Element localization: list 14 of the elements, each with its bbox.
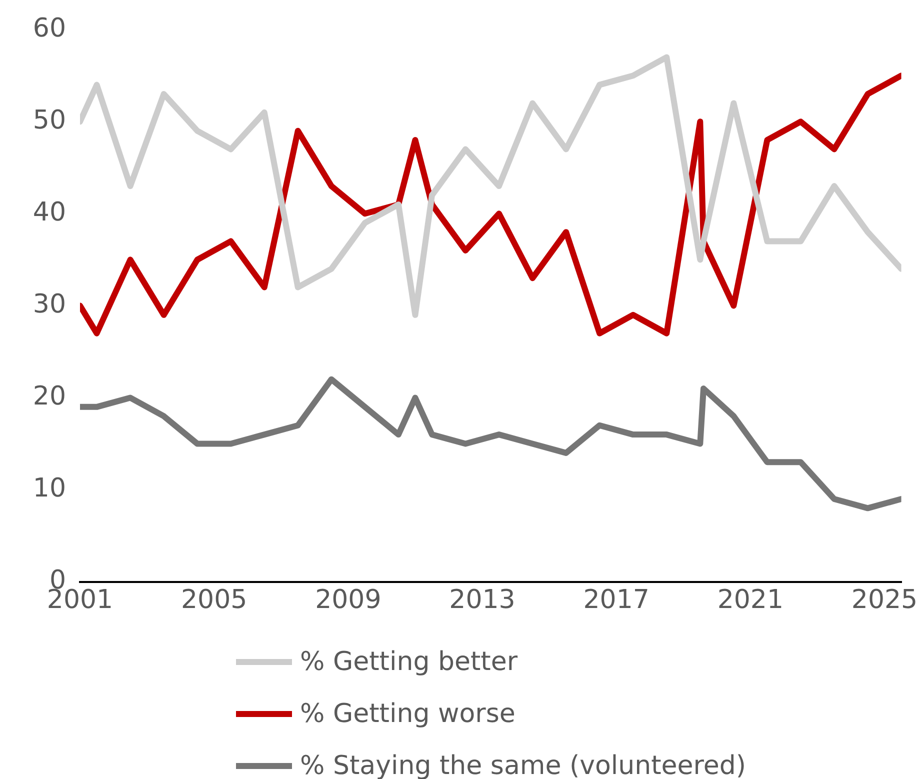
x-tick-label: 2005 <box>181 585 248 616</box>
legend-label: % Getting better <box>300 647 518 677</box>
x-tick-label: 2013 <box>449 585 516 616</box>
x-tick-label: 2017 <box>583 585 650 616</box>
y-tick-label: 10 <box>32 474 66 504</box>
y-tick-label: 30 <box>32 289 66 320</box>
y-tick-label: 50 <box>32 105 66 136</box>
y-tick-label: 40 <box>32 197 66 228</box>
x-tick-label: 2025 <box>851 585 918 616</box>
x-tick-label: 2009 <box>315 585 382 616</box>
x-tick-label: 2021 <box>717 585 784 616</box>
y-tick-label: 20 <box>32 381 66 412</box>
y-tick-label: 60 <box>32 13 66 44</box>
legend-label: % Getting worse <box>300 699 516 729</box>
